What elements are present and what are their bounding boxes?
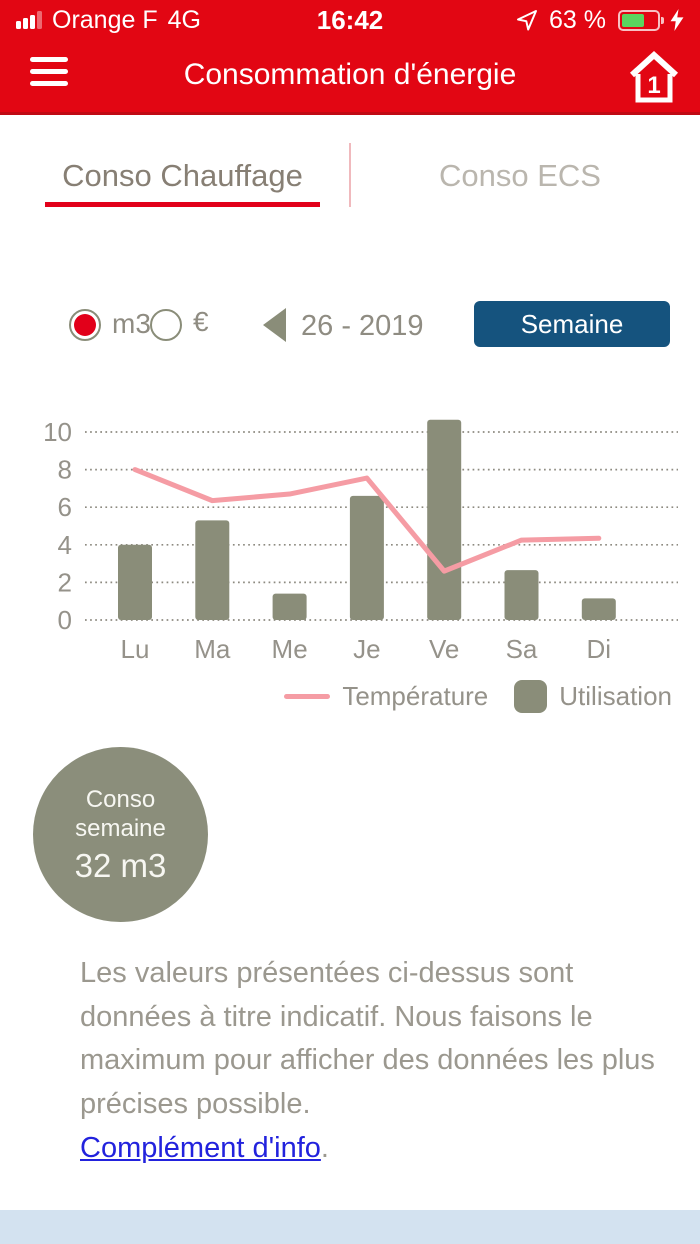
carrier-label: Orange F <box>52 5 158 34</box>
previous-week-button[interactable] <box>263 308 286 342</box>
unit-radio-m3[interactable] <box>69 309 101 341</box>
usage-bar <box>118 544 152 620</box>
info-link-line: Complément d'info. <box>80 1132 329 1165</box>
week-period-label: 26 - 2019 <box>301 310 424 342</box>
unit-label-euro[interactable]: € <box>193 306 209 337</box>
home-icon: 1 <box>629 50 679 103</box>
menu-button[interactable] <box>30 57 68 86</box>
usage-bar <box>195 520 230 620</box>
period-selector-button[interactable]: Semaine <box>474 301 670 347</box>
home-button[interactable]: 1 <box>626 48 682 106</box>
tab-divider <box>349 143 351 207</box>
consumption-chart: 0 2 4 6 8 10 Lu Ma Me Je Ve Sa Di <box>30 408 690 673</box>
y-tick-label: 6 <box>58 492 72 522</box>
y-tick-label: 10 <box>43 417 72 447</box>
link-period: . <box>320 1132 329 1164</box>
x-tick-label: Ma <box>194 634 231 664</box>
usage-bar <box>504 570 539 620</box>
bottom-safe-area-bar <box>0 1210 700 1244</box>
temperature-line <box>132 467 602 574</box>
utilisation-bar-swatch <box>514 680 548 713</box>
summary-value: 32 m3 <box>74 846 167 884</box>
x-tick-label: Me <box>272 634 308 664</box>
active-tab-underline <box>45 202 320 207</box>
y-tick-label: 4 <box>58 530 72 560</box>
signal-strength-icon <box>16 11 42 29</box>
usage-bar <box>272 593 307 620</box>
summary-line2: semaine <box>75 814 166 842</box>
battery-icon <box>618 9 664 31</box>
x-tick-label: Je <box>353 634 380 664</box>
temperature-line-swatch <box>284 694 331 699</box>
tab-conso-ecs[interactable]: Conso ECS <box>439 158 601 193</box>
x-tick-label: Sa <box>506 634 538 664</box>
legend-temperature-label: Température <box>342 681 489 711</box>
app-header: Consommation d'énergie 1 <box>0 40 700 115</box>
status-right: 63 % <box>515 6 684 35</box>
unit-radio-euro[interactable] <box>150 309 182 341</box>
page-title: Consommation d'énergie <box>183 58 517 91</box>
tab-conso-chauffage[interactable]: Conso Chauffage <box>62 158 303 193</box>
usage-bar <box>349 495 384 620</box>
x-tick-label: Lu <box>121 634 150 664</box>
disclaimer-text: Les valeurs présentées ci-dessus sont do… <box>80 957 655 1120</box>
legend-utilisation-label: Utilisation <box>559 681 672 711</box>
y-tick-label: 8 <box>58 455 72 485</box>
weekly-consumption-badge: Conso semaine 32 m3 <box>33 747 208 922</box>
radio-selected-dot <box>74 314 96 336</box>
status-bar: Orange F 4G 16:42 63 % <box>0 0 700 40</box>
x-tick-label: Ve <box>429 634 459 664</box>
chart-legend: Température Utilisation <box>0 680 672 713</box>
usage-bar <box>581 598 616 620</box>
status-left: Orange F 4G <box>16 6 201 35</box>
home-badge: 1 <box>647 72 660 99</box>
network-type-label: 4G <box>167 5 201 34</box>
location-arrow-icon <box>517 10 538 31</box>
battery-percent-label: 63 % <box>549 5 606 34</box>
x-tick-label: Di <box>587 634 612 664</box>
more-info-link[interactable]: Complément d'info <box>80 1132 321 1164</box>
charging-bolt-icon <box>670 9 684 31</box>
unit-label-m3[interactable]: m3 <box>112 308 151 339</box>
summary-line1: Conso <box>85 785 156 813</box>
usage-bar <box>427 419 462 620</box>
y-tick-label: 0 <box>58 605 72 635</box>
y-tick-label: 2 <box>58 567 72 597</box>
